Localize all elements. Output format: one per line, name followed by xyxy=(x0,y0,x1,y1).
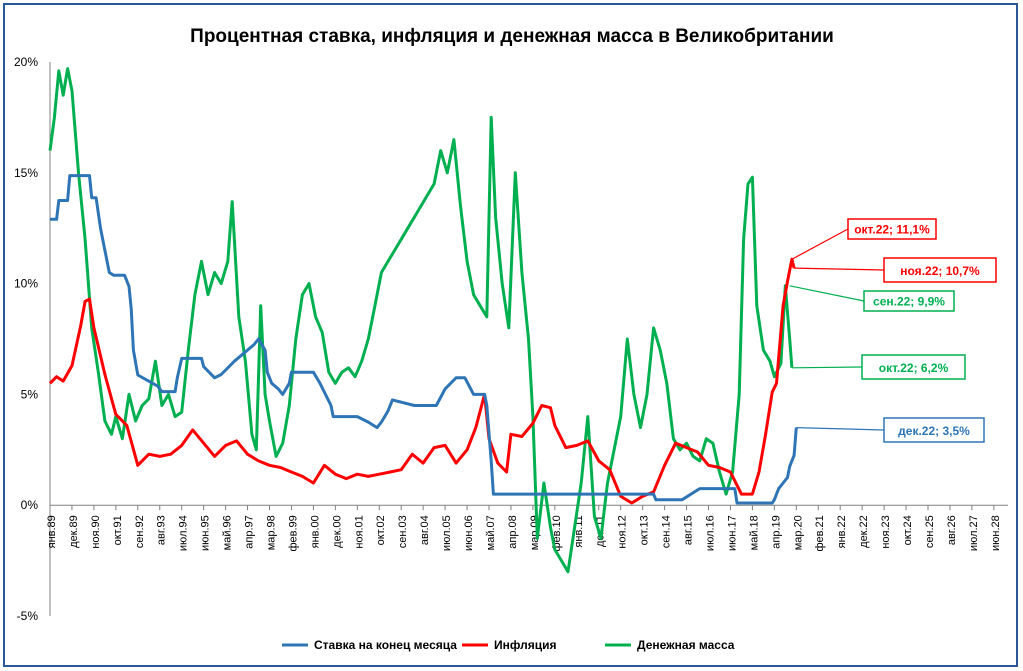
chart-title: Процентная ставка, инфляция и денежная м… xyxy=(190,26,834,47)
annotation-money: сен.22; 9,9% xyxy=(789,285,955,312)
series-lines xyxy=(48,67,798,574)
y-tick-label: 15% xyxy=(14,166,38,180)
x-tick-label: дек.00 xyxy=(331,515,343,548)
legend-item-money: Денежная масса xyxy=(605,638,735,652)
x-tick-label: авг.04 xyxy=(419,515,431,545)
x-tick-label: сен.25 xyxy=(924,515,936,548)
legend-item-rate: Ставка на конец месяца xyxy=(282,638,457,652)
x-tick-label: дек.22 xyxy=(858,515,870,548)
x-tick-label: янв.89 xyxy=(46,515,58,548)
annotation-leader xyxy=(796,427,885,431)
annotation-leader xyxy=(794,267,885,271)
x-tick-label: ноя.01 xyxy=(353,515,365,548)
legend-label: Инфляция xyxy=(494,638,556,652)
x-tick-label: июн.17 xyxy=(726,515,738,551)
x-tick-label: май.18 xyxy=(748,515,760,550)
chart-frame xyxy=(3,3,1018,667)
annotation-box xyxy=(883,417,985,443)
x-tick-label: янв.22 xyxy=(836,515,848,548)
annotation-box xyxy=(847,218,937,240)
x-tick-label: сен.92 xyxy=(134,515,146,548)
series-line-inflation xyxy=(48,257,796,505)
series-line-money xyxy=(48,67,794,574)
y-tick-label: 5% xyxy=(21,387,39,401)
x-tick-label: апр.97 xyxy=(244,515,256,548)
x-tick-label: окт.24 xyxy=(902,515,914,545)
x-tick-label: фев.21 xyxy=(814,515,826,551)
y-tick-label: -5% xyxy=(17,609,39,623)
annotation-leader xyxy=(791,228,849,260)
annotation-box xyxy=(883,257,997,283)
x-tick-label: авг.93 xyxy=(156,515,168,545)
y-tick-label: 10% xyxy=(14,277,38,291)
x-tick-label: апр.08 xyxy=(507,515,519,548)
x-tick-label: июн.06 xyxy=(463,515,475,551)
x-tick-label: июн.28 xyxy=(990,515,1002,551)
x-tick-label: май.96 xyxy=(222,515,234,550)
y-tick-label: 0% xyxy=(21,498,39,512)
annotation-box xyxy=(863,290,955,312)
series-line-rate xyxy=(50,174,798,505)
x-tick-label: ноя.12 xyxy=(617,515,629,548)
x-tick-label: апр.19 xyxy=(770,515,782,548)
annotation-leader xyxy=(789,285,865,302)
annotation-inflation: ноя.22; 10,7% xyxy=(794,257,997,283)
x-tick-label: сен.14 xyxy=(661,515,673,548)
y-tick-label: 20% xyxy=(14,55,38,69)
x-tick-label: мар.20 xyxy=(792,515,804,550)
x-tick-label: июл.05 xyxy=(441,515,453,551)
annotation-rate: дек.22; 3,5% xyxy=(796,417,985,443)
annotation-box xyxy=(861,354,966,380)
x-tick-label: окт.13 xyxy=(639,515,651,545)
x-tick-label: янв.00 xyxy=(309,515,321,548)
x-tick-label: окт.91 xyxy=(112,515,124,545)
x-tick-label: июл.27 xyxy=(968,515,980,551)
legend-label: Ставка на конец месяца xyxy=(314,638,457,652)
x-tick-label: ноя.90 xyxy=(90,515,102,548)
annotation-label: дек.22; 3,5% xyxy=(898,424,970,438)
axes xyxy=(49,62,1008,616)
x-tick-label: авг.26 xyxy=(946,515,958,545)
annotation-label: окт.22; 6,2% xyxy=(879,361,949,375)
x-tick-label: дек.89 xyxy=(68,515,80,548)
x-tick-label: май.07 xyxy=(485,515,497,550)
y-axis-ticks: -5% 0% 5% 10% 15% 20% xyxy=(14,55,38,623)
legend-label: Денежная масса xyxy=(637,638,735,652)
annotation-money: окт.22; 6,2% xyxy=(791,354,966,380)
x-tick-label: окт.02 xyxy=(375,515,387,545)
x-tick-label: фев.99 xyxy=(287,515,299,551)
legend-item-inflation: Инфляция xyxy=(462,638,556,652)
legend: Ставка на конец месяца Инфляция Денежная м… xyxy=(282,638,735,652)
annotation-leader xyxy=(791,366,863,369)
x-tick-label: сен.03 xyxy=(397,515,409,548)
x-tick-label: июл.16 xyxy=(705,515,717,551)
x-tick-label: ноя.23 xyxy=(880,515,892,548)
annotation-inflation: окт.22; 11,1% xyxy=(791,218,937,260)
x-tick-label: июн.95 xyxy=(200,515,212,551)
x-tick-label: авг.15 xyxy=(683,515,695,545)
x-axis-ticks: янв.89 дек.89 ноя.90 окт.91 сен.92 авг.93 июл.… xyxy=(46,505,1002,552)
annotation-label: окт.22; 11,1% xyxy=(854,222,930,236)
data-annotations: окт.22; 11,1% ноя.22; 10,7% сен.22; 9,9% ок… xyxy=(789,218,997,443)
x-tick-label: июл.94 xyxy=(178,515,190,551)
x-tick-label: мар.98 xyxy=(266,515,278,550)
annotation-label: сен.22; 9,9% xyxy=(873,294,945,308)
annotation-label: ноя.22; 10,7% xyxy=(900,264,980,278)
